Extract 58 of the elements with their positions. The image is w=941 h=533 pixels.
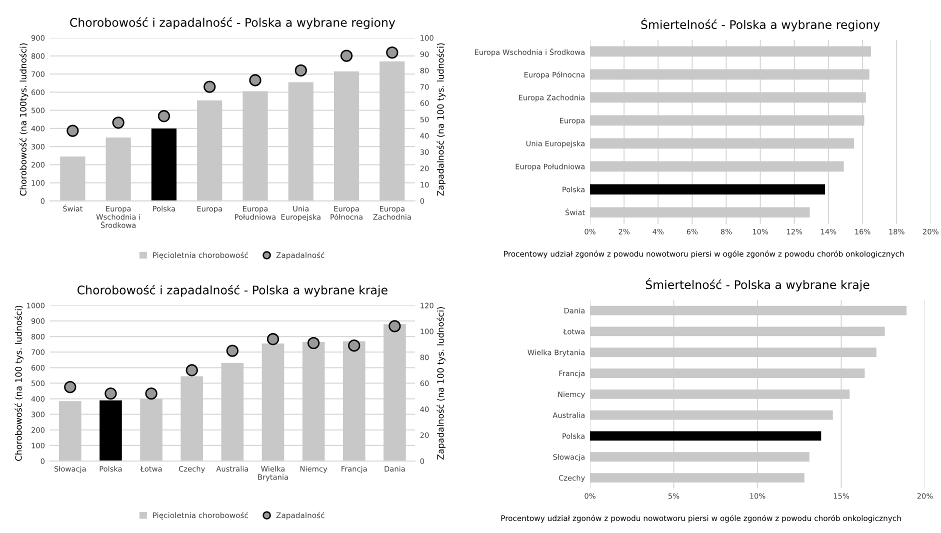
point bbox=[66, 124, 79, 137]
chart-title: Chorobowość i zapadalność - Polska a wybrane kraje bbox=[77, 284, 388, 297]
bar bbox=[342, 341, 366, 462]
bar bbox=[590, 92, 866, 103]
bar bbox=[590, 473, 804, 482]
y-axis-title: Chorobowość (na 100tys. ludności) bbox=[19, 43, 28, 196]
point bbox=[145, 388, 158, 400]
chart-title: Śmiertelność - Polska a wybrane kraje bbox=[646, 278, 870, 292]
bar bbox=[242, 91, 268, 201]
bar bbox=[197, 100, 222, 201]
point bbox=[204, 80, 216, 93]
bar bbox=[334, 71, 360, 201]
point bbox=[307, 336, 320, 350]
bar bbox=[384, 324, 406, 462]
bar bbox=[60, 156, 86, 201]
point bbox=[64, 381, 76, 394]
bar bbox=[590, 306, 907, 316]
bar bbox=[590, 326, 885, 336]
point bbox=[388, 320, 401, 332]
bar bbox=[180, 376, 204, 462]
y2-axis-title: Zapadalność (na 100 tys. ludności) bbox=[436, 307, 446, 460]
bar bbox=[590, 410, 833, 420]
bar bbox=[262, 344, 284, 462]
bar bbox=[590, 69, 870, 80]
bar bbox=[590, 348, 876, 358]
chart-title: Śmiertelność - Polska a wybrane regiony bbox=[641, 18, 880, 32]
bar bbox=[590, 431, 822, 441]
chart-title: Chorobowość i zapadalność - Polska a wybrane regiony bbox=[70, 17, 396, 30]
bar bbox=[288, 82, 314, 201]
bar bbox=[590, 184, 826, 195]
bar bbox=[590, 161, 844, 172]
point bbox=[104, 388, 117, 400]
point bbox=[158, 110, 170, 122]
point bbox=[386, 46, 398, 59]
bar bbox=[151, 128, 177, 201]
point bbox=[294, 64, 307, 77]
point bbox=[249, 74, 262, 86]
bar bbox=[302, 342, 325, 462]
bar bbox=[380, 61, 405, 201]
bar bbox=[590, 115, 864, 126]
bar bbox=[590, 389, 850, 399]
point bbox=[348, 340, 360, 352]
point bbox=[112, 116, 124, 129]
bar bbox=[221, 362, 244, 462]
point bbox=[226, 344, 238, 357]
bar bbox=[140, 398, 162, 462]
bar bbox=[590, 138, 854, 149]
point bbox=[186, 364, 198, 376]
point bbox=[266, 333, 280, 346]
bar bbox=[106, 138, 131, 201]
bar bbox=[590, 46, 872, 57]
bar bbox=[590, 452, 810, 462]
bar bbox=[590, 207, 810, 218]
y-axis-title: Chorobowość (na 100 tys. ludności) bbox=[14, 306, 24, 461]
bar bbox=[590, 368, 865, 378]
y2-axis-title: Zapadalność (na 100 tys. ludności) bbox=[436, 43, 446, 196]
bar bbox=[59, 401, 82, 462]
point bbox=[340, 50, 353, 62]
